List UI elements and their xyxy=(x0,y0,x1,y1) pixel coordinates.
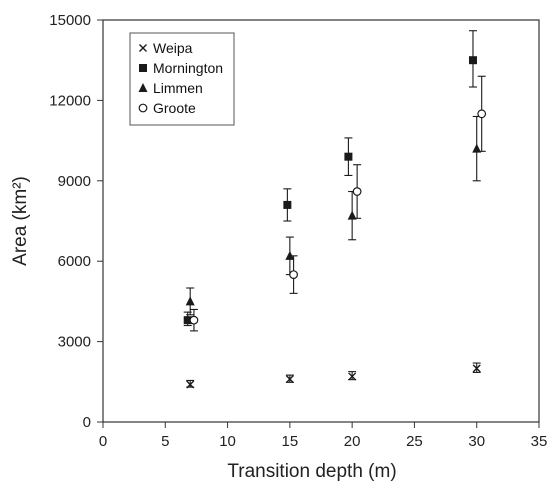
data-point-limmen xyxy=(347,210,357,220)
legend-marker-weipa xyxy=(139,44,147,52)
series-groote xyxy=(189,75,487,332)
data-point-groote xyxy=(189,315,199,325)
x-tick-label: 0 xyxy=(99,433,107,450)
data-point-mornington xyxy=(283,200,292,209)
data-point-weipa xyxy=(472,364,481,373)
legend-label-weipa: Weipa xyxy=(153,40,193,56)
x-tick-label: 30 xyxy=(468,433,485,450)
legend-marker-limmen xyxy=(138,83,148,92)
y-tick-label: 9000 xyxy=(58,173,91,190)
data-point-mornington xyxy=(344,152,353,161)
y-tick-label: 15000 xyxy=(49,12,91,29)
x-tick-label: 5 xyxy=(161,433,169,450)
x-tick-label: 25 xyxy=(406,433,423,450)
data-point-groote xyxy=(289,270,298,280)
legend-label-mornington: Mornington xyxy=(153,60,223,76)
data-point-limmen xyxy=(185,296,195,306)
legend-label-limmen: Limmen xyxy=(153,80,203,96)
legend: Weipa Mornington Limmen Groote xyxy=(129,32,235,126)
y-tick-label: 3000 xyxy=(58,334,91,351)
data-point-mornington xyxy=(183,316,192,325)
legend-box xyxy=(129,32,235,126)
data-point-weipa xyxy=(186,380,195,389)
x-axis-ticks: 0 5 10 15 20 25 30 35 xyxy=(99,422,548,450)
x-tick-label: 10 xyxy=(219,433,236,450)
x-tick-label: 20 xyxy=(344,433,361,450)
legend-marker-mornington xyxy=(139,64,147,72)
data-marks xyxy=(183,30,487,389)
x-tick-label: 15 xyxy=(282,433,299,450)
y-axis-title: Area (km²) xyxy=(10,176,31,266)
data-point-weipa xyxy=(285,375,294,384)
y-tick-label: 12000 xyxy=(49,92,91,109)
y-tick-label: 6000 xyxy=(58,253,91,270)
data-point-groote xyxy=(477,109,487,119)
x-tick-label: 35 xyxy=(531,433,548,450)
legend-marker-groote xyxy=(138,103,148,113)
data-point-groote xyxy=(352,187,362,196)
y-tick-label: 0 xyxy=(83,414,91,431)
legend-label-groote: Groote xyxy=(153,100,196,116)
data-point-limmen xyxy=(472,143,482,153)
x-axis-title: Transition depth (m) xyxy=(227,461,396,482)
series-mornington xyxy=(183,30,477,327)
series-weipa xyxy=(186,362,481,389)
data-point-weipa xyxy=(348,372,357,381)
y-axis-ticks: 0 3000 6000 9000 12000 15000 xyxy=(49,12,103,431)
data-point-mornington xyxy=(468,56,477,65)
